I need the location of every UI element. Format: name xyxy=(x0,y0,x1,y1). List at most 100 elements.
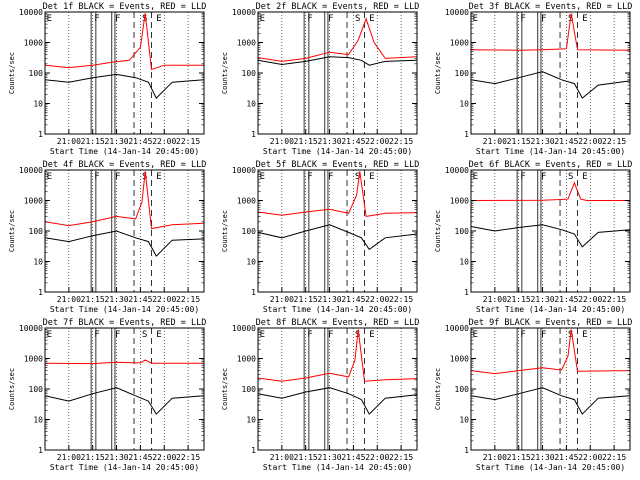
y-tick-label: 1000 xyxy=(450,197,469,206)
x-tick-label: 21:15 xyxy=(294,137,318,146)
x-axis-label: Start Time (14-Jan-14 20:45:00) xyxy=(263,147,412,156)
y-axis-label: Counts/sec xyxy=(221,210,229,252)
y-tick-label: 1 xyxy=(464,446,469,455)
marker-label: F xyxy=(94,330,99,340)
x-tick-label: 21:00 xyxy=(270,137,294,146)
y-tick-label: 100 xyxy=(455,227,470,236)
chart-title: Det 3f BLACK = Events, RED = LLD xyxy=(469,2,633,12)
y-axis-label: Counts/sec xyxy=(221,368,229,410)
x-axis-label: Start Time (14-Jan-14 20:45:00) xyxy=(50,147,199,156)
y-tick-label: 10 xyxy=(246,100,256,109)
x-tick-label: 21:15 xyxy=(81,453,105,462)
x-tick-label: 21:30 xyxy=(105,453,129,462)
x-tick-label: 22:15 xyxy=(389,295,413,304)
marker-label: F xyxy=(541,14,546,24)
y-axis-label: Counts/sec xyxy=(434,52,442,94)
x-tick-label: 22:15 xyxy=(176,453,200,462)
marker-label: E xyxy=(156,330,161,340)
series-events-line xyxy=(44,387,205,415)
marker-label: S xyxy=(355,14,360,24)
y-tick-label: 1000 xyxy=(237,355,256,364)
series-events-line xyxy=(44,73,205,99)
chart-title: Det 2f BLACK = Events, RED = LLD xyxy=(256,2,420,12)
marker-label: E xyxy=(473,14,478,24)
marker-label: F xyxy=(328,172,333,182)
series-lld-line xyxy=(470,181,630,201)
series-events-line xyxy=(470,71,631,99)
x-tick-label: 21:30 xyxy=(105,295,129,304)
series-events-line xyxy=(257,224,418,251)
marker-label: E xyxy=(473,172,478,182)
marker-label: E xyxy=(156,14,161,24)
marker-label: E xyxy=(582,14,587,24)
x-tick-label: 22:00 xyxy=(152,453,176,462)
x-tick-label: 21:15 xyxy=(81,295,105,304)
x-tick-label: 21:00 xyxy=(270,295,294,304)
y-tick-label: 1 xyxy=(38,288,43,297)
chart-title: Det 8f BLACK = Events, RED = LLD xyxy=(256,318,420,328)
marker-label: E xyxy=(369,330,374,340)
y-tick-label: 1000 xyxy=(450,39,469,48)
y-tick-label: 100 xyxy=(29,227,44,236)
y-tick-label: 10 xyxy=(459,258,469,267)
x-tick-label: 22:00 xyxy=(365,453,389,462)
y-tick-label: 10 xyxy=(459,100,469,109)
x-tick-label: 21:30 xyxy=(318,453,342,462)
y-axis-label: Counts/sec xyxy=(434,210,442,252)
marker-label: F xyxy=(94,172,99,182)
x-tick-label: 21:15 xyxy=(507,137,531,146)
x-tick-label: 21:30 xyxy=(318,295,342,304)
y-tick-label: 10 xyxy=(33,100,43,109)
y-tick-label: 10 xyxy=(33,416,43,425)
marker-label: F xyxy=(307,330,312,340)
x-tick-label: 21:45 xyxy=(554,295,578,304)
x-tick-label: 22:15 xyxy=(389,453,413,462)
x-tick-label: 21:45 xyxy=(554,137,578,146)
marker-label: F xyxy=(520,172,525,182)
x-tick-label: 22:00 xyxy=(578,453,602,462)
x-tick-label: 21:30 xyxy=(531,137,555,146)
series-events-line xyxy=(257,56,418,66)
series-lld-line xyxy=(44,359,204,365)
y-tick-label: 100 xyxy=(455,69,470,78)
series-events-line xyxy=(470,224,631,248)
marker-label: E xyxy=(47,330,52,340)
marker-label: E xyxy=(369,172,374,182)
x-axis-label: Start Time (14-Jan-14 20:45:00) xyxy=(263,305,412,314)
x-tick-label: 21:45 xyxy=(128,295,152,304)
marker-label: F xyxy=(541,330,546,340)
chart-title: Det 1f BLACK = Events, RED = LLD xyxy=(43,2,207,12)
x-tick-label: 21:00 xyxy=(57,295,81,304)
marker-label: E xyxy=(47,14,52,24)
x-tick-label: 21:15 xyxy=(81,137,105,146)
x-tick-label: 21:30 xyxy=(318,137,342,146)
x-tick-label: 22:00 xyxy=(152,295,176,304)
marker-label: F xyxy=(94,14,99,24)
x-axis-label: Start Time (14-Jan-14 20:45:00) xyxy=(263,463,412,472)
y-tick-label: 100 xyxy=(455,385,470,394)
y-tick-label: 1 xyxy=(38,446,43,455)
y-tick-label: 100 xyxy=(29,69,44,78)
y-tick-label: 10000 xyxy=(232,166,256,175)
series-events-line xyxy=(470,387,631,415)
x-tick-label: 22:00 xyxy=(578,137,602,146)
y-tick-label: 100 xyxy=(242,69,257,78)
y-tick-label: 10 xyxy=(33,258,43,267)
x-tick-label: 21:15 xyxy=(507,295,531,304)
x-tick-label: 22:15 xyxy=(602,295,626,304)
y-tick-label: 10000 xyxy=(19,8,43,17)
x-tick-label: 21:45 xyxy=(128,137,152,146)
x-tick-label: 22:15 xyxy=(176,295,200,304)
marker-label: F xyxy=(328,330,333,340)
y-tick-label: 10000 xyxy=(19,166,43,175)
marker-label: F xyxy=(115,330,120,340)
y-tick-label: 1000 xyxy=(237,39,256,48)
y-tick-label: 10000 xyxy=(445,8,469,17)
series-lld-line xyxy=(257,17,418,62)
series-lld-line xyxy=(470,329,631,375)
series-lld-line xyxy=(44,13,204,71)
